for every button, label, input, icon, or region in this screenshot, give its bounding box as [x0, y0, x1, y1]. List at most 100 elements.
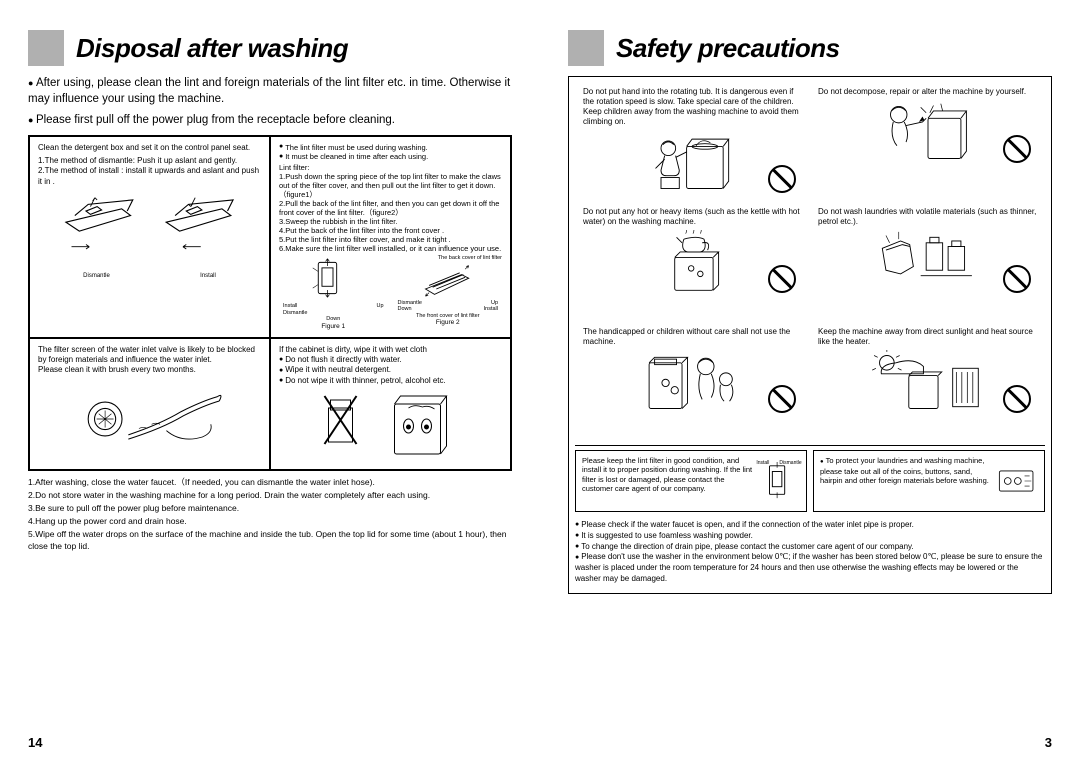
c2-head: Lint filter: — [279, 163, 502, 172]
lint-filter-fig2 — [413, 262, 483, 298]
cell-detergent-box: Clean the detergent box and set it on th… — [29, 136, 270, 338]
c2-s3: 3.Sweep the rubbish in the lint filter. — [279, 217, 502, 226]
prohibit-icon-3 — [768, 265, 796, 293]
bb3: To change the direction of drain pipe, p… — [575, 542, 1045, 553]
left-main-box: Clean the detergent box and set it on th… — [28, 135, 512, 472]
c2-lab-dis2: Dismantle — [398, 300, 422, 307]
children-washer-icon — [633, 350, 753, 414]
s1-text: Do not put hand into the rotating tub. I… — [583, 87, 802, 127]
c2-s6: 6.Make sure the lint filter well install… — [279, 244, 502, 253]
tiny1-text: Please keep the lint filter in good cond… — [582, 456, 754, 506]
tiny-filter-icon — [760, 460, 798, 502]
right-bottom-bullets: Please check if the water faucet is open… — [575, 520, 1045, 585]
right-main-box: Do not put hand into the rotating tub. I… — [568, 76, 1052, 594]
s5-text: The handicapped or children without care… — [583, 327, 802, 347]
intro-bullet-2: Please first pull off the power plug fro… — [28, 114, 395, 126]
safety-sunlight: Keep the machine away from direct sunlig… — [810, 321, 1045, 441]
bb1: Please check if the water faucet is open… — [575, 520, 1045, 531]
c1-text1: Clean the detergent box and set it on th… — [38, 143, 261, 153]
s6-text: Keep the machine away from direct sunlig… — [818, 327, 1037, 347]
right-header: Safety precautions — [568, 30, 1052, 66]
c2-b1: The lint filter must be used during wash… — [279, 143, 502, 152]
volatile-icon — [868, 230, 988, 294]
c3-t1: The filter screen of the water inlet val… — [38, 345, 261, 366]
tiny-coins-icon — [996, 464, 1038, 498]
prohibit-icon-4 — [1003, 265, 1031, 293]
prohibit-icon — [768, 165, 796, 193]
t1-ins: Install — [756, 460, 769, 466]
right-title: Safety precautions — [616, 33, 840, 64]
wipe-illustration — [279, 390, 502, 460]
c2-s1: 1.Push down the spring piece of the top … — [279, 172, 502, 199]
c2-lab-up: Up — [376, 303, 383, 310]
c2-lab-front: The front cover of lint filter — [394, 313, 503, 320]
lint-filter-fig1 — [303, 255, 363, 301]
bl5: 5.Wipe off the water drops on the surfac… — [28, 529, 512, 553]
left-below-list: 1.After washing, close the water faucet.… — [28, 477, 512, 552]
t1-dis: Dismantle — [779, 460, 801, 466]
tiny2-text: To protect your laundries and washing ma… — [820, 456, 989, 485]
s4-text: Do not wash laundries with volatile mate… — [818, 207, 1037, 227]
bb2: It is suggested to use foamless washing … — [575, 531, 1045, 542]
left-pagenum: 14 — [28, 735, 42, 750]
prohibit-icon-5 — [768, 385, 796, 413]
left-title: Disposal after washing — [76, 33, 348, 64]
tiny-lint-filter: Please keep the lint filter in good cond… — [575, 450, 807, 512]
intro-text: After using, please clean the lint and f… — [28, 76, 512, 107]
left-page: Disposal after washing After using, plea… — [0, 0, 540, 764]
c2-lab-back: The back cover of lint filter — [394, 255, 503, 262]
c1-lab-dismantle: Dismantle — [83, 273, 110, 281]
header-gray-box — [28, 30, 64, 66]
intro-text-2: Please first pull off the power plug fro… — [28, 113, 512, 129]
c1-text2: 1.The method of dismantle: Push it up as… — [38, 156, 261, 166]
cell-inlet-valve: The filter screen of the water inlet val… — [29, 338, 270, 471]
c2-lab-dn: Down — [326, 316, 340, 322]
c1-lab-install: Install — [200, 273, 216, 281]
kettle-washer-icon — [643, 230, 743, 294]
prohibit-icon-2 — [1003, 135, 1031, 163]
c2-s2: 2.Pull the back of the lint filter, and … — [279, 199, 502, 217]
right-page: Safety precautions Do not put hand into … — [540, 0, 1080, 764]
c4-t1: If the cabinet is dirty, wipe it with we… — [279, 345, 502, 355]
c2-s4: 4.Put the back of the lint filter into t… — [279, 226, 502, 235]
bb4: Please don't use the washer in the envir… — [575, 552, 1045, 584]
c2-lab-ins2: Install — [484, 306, 498, 313]
c4-b3: Do not wipe it with thinner, petrol, alc… — [279, 376, 502, 386]
cell-cabinet-wipe: If the cabinet is dirty, wipe it with we… — [270, 338, 511, 471]
bl1: 1.After washing, close the water faucet.… — [28, 477, 512, 489]
safety-decompose: Do not decompose, repair or alter the ma… — [810, 81, 1045, 201]
child-washer-icon — [638, 130, 748, 194]
header-gray-box-r — [568, 30, 604, 66]
c3-t2: Please clean it with brush every two mon… — [38, 365, 261, 375]
c2-lab-ins: Install — [283, 303, 297, 310]
left-header: Disposal after washing — [28, 30, 512, 66]
bl4: 4.Hang up the power cord and drain hose. — [28, 516, 512, 528]
s2-text: Do not decompose, repair or alter the ma… — [818, 87, 1037, 97]
c4-b1: Do not flush it directly with water. — [279, 355, 502, 365]
repair-icon — [868, 100, 988, 164]
bl2: 2.Do not store water in the washing mach… — [28, 490, 512, 502]
c2-fig1: Figure 1 — [279, 323, 388, 331]
safety-children: The handicapped or children without care… — [575, 321, 810, 441]
tiny-box-row: Please keep the lint filter in good cond… — [575, 445, 1045, 512]
s3-text: Do not put any hot or heavy items (such … — [583, 207, 802, 227]
c2-fig2: Figure 2 — [394, 319, 503, 327]
intro-bullet-1: After using, please clean the lint and f… — [28, 77, 510, 105]
tiny-coins: ● To protect your laundries and washing … — [813, 450, 1045, 512]
bl3: 3.Be sure to pull off the power plug bef… — [28, 503, 512, 515]
c2-s5: 5.Put the lint filter into filter cover,… — [279, 235, 502, 244]
c2-lab-down2: Down — [398, 306, 412, 313]
prohibit-icon-6 — [1003, 385, 1031, 413]
sun-heater-icon — [863, 350, 993, 414]
safety-hot-items: Do not put any hot or heavy items (such … — [575, 201, 810, 321]
detergent-box-illustration — [38, 191, 261, 269]
safety-rotating-tub: Do not put hand into the rotating tub. I… — [575, 81, 810, 201]
brush-illustration — [38, 382, 261, 456]
c1-text3: 2.The method of install : install it upw… — [38, 166, 261, 187]
c2-b2: It must be cleaned in time after each us… — [279, 152, 502, 161]
right-pagenum: 3 — [1045, 735, 1052, 750]
c2-lab-dis: Dismantle — [283, 310, 307, 317]
c4-b2: Wipe it with neutral detergent. — [279, 365, 502, 375]
c2-lab-up2: Up — [491, 300, 498, 307]
safety-volatile: Do not wash laundries with volatile mate… — [810, 201, 1045, 321]
